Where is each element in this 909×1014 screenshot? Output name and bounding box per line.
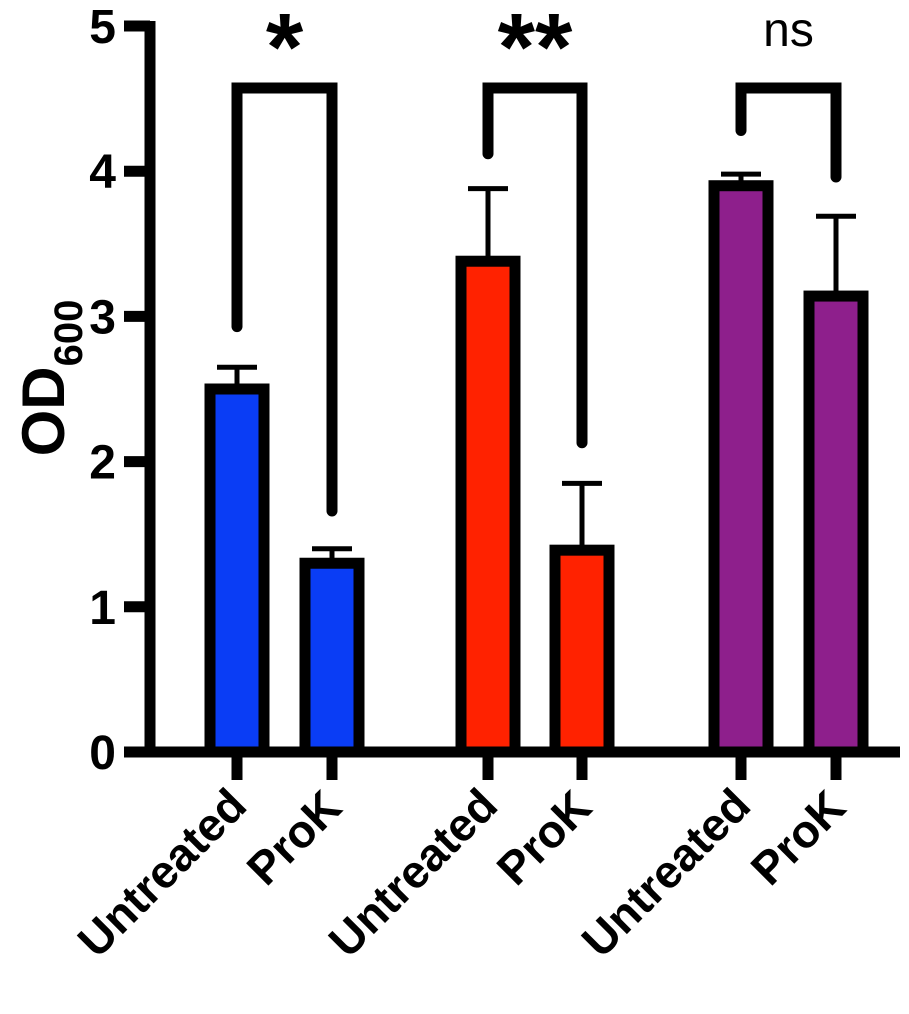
- significance-brackets: * ** ns: [231, 0, 842, 517]
- sig-label-3: ns: [763, 4, 814, 57]
- sig-bracket-3: [735, 82, 842, 183]
- sig-bracket-2: [482, 82, 588, 449]
- sig-bracket-1: [231, 82, 338, 517]
- y-axis-label-subscript: 600: [47, 300, 91, 367]
- y-tick-label-4: 4: [89, 146, 116, 199]
- bar-3: [455, 255, 521, 758]
- y-tick-label-2: 2: [89, 437, 116, 490]
- x-label-3: Untreated: [318, 778, 507, 967]
- y-axis: 0 1 2 3 4 5: [89, 1, 156, 780]
- bar-5: [708, 180, 774, 758]
- bar-4: [549, 544, 615, 758]
- bar-1: [204, 383, 270, 758]
- bars: [204, 180, 869, 758]
- y-axis-label-main: OD: [10, 366, 77, 456]
- sig-label-2: **: [498, 0, 573, 101]
- y-axis-label: OD600: [10, 300, 91, 457]
- bar-6: [803, 290, 869, 758]
- y-tick-label-5: 5: [89, 1, 116, 54]
- y-tick-label-3: 3: [89, 291, 116, 344]
- y-tick-label-1: 1: [89, 582, 116, 635]
- sig-label-1: *: [266, 0, 304, 101]
- y-tick-label-0: 0: [89, 727, 116, 780]
- x-label-2: ProK: [237, 780, 351, 894]
- bar-2: [299, 557, 365, 758]
- x-label-6: ProK: [741, 780, 855, 894]
- x-label-5: Untreated: [571, 778, 760, 967]
- x-label-1: Untreated: [67, 778, 256, 967]
- x-label-4: ProK: [487, 780, 601, 894]
- error-bars: [217, 171, 856, 564]
